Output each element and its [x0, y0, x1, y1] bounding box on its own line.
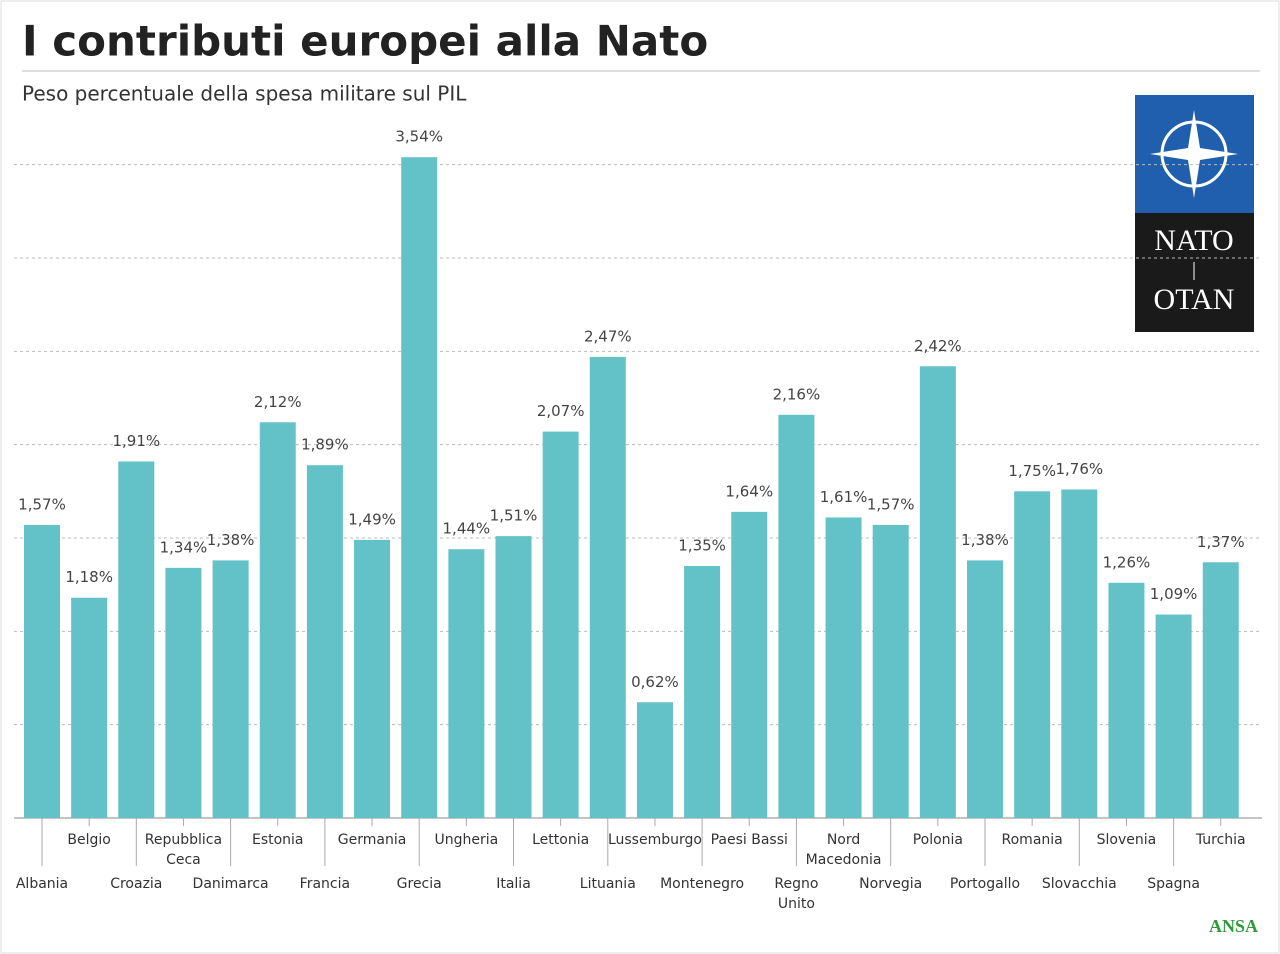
x-tick-label: Slovacchia — [1041, 876, 1117, 892]
x-tick-label: Estonia — [251, 832, 304, 848]
x-tick-label: Nord Macedonia — [805, 832, 882, 868]
bar — [825, 517, 862, 818]
bar — [1202, 562, 1239, 818]
bar — [967, 560, 1003, 818]
value-label: 1,38% — [961, 531, 1009, 549]
bar — [24, 524, 60, 818]
x-tick-label: Polonia — [912, 832, 963, 848]
value-label: 1,51% — [490, 507, 538, 525]
value-label: 1,44% — [443, 520, 491, 538]
value-label: 1,35% — [678, 537, 726, 555]
value-label: 1,09% — [1150, 585, 1198, 603]
value-label: 2,16% — [773, 385, 821, 403]
bar — [212, 560, 249, 818]
value-label: 3,54% — [395, 128, 443, 146]
source: ANSA — [1209, 916, 1258, 936]
x-tick-label: Ungheria — [434, 832, 499, 848]
bar — [872, 524, 909, 818]
bar — [448, 549, 485, 818]
x-tick-label: Montenegro — [660, 876, 745, 892]
value-label: 1,26% — [1103, 553, 1151, 571]
x-tick-label: Danimarca — [192, 876, 269, 892]
value-label: 1,64% — [725, 482, 773, 500]
bar — [731, 511, 768, 818]
bar — [1014, 491, 1051, 818]
bar — [1061, 489, 1098, 818]
x-tick-label: Grecia — [396, 876, 442, 892]
bar — [919, 366, 956, 818]
bar — [778, 414, 815, 818]
x-tick-label: Germania — [337, 832, 407, 848]
value-label: 1,49% — [348, 510, 396, 528]
value-label: 1,89% — [301, 436, 349, 454]
value-label: 1,37% — [1197, 533, 1245, 551]
bar — [684, 566, 721, 818]
value-label: 1,57% — [18, 495, 66, 513]
value-label: 1,76% — [1055, 460, 1103, 478]
bar — [401, 157, 438, 818]
x-tick-label: Romania — [1001, 832, 1063, 848]
x-tick-label: Regno Unito — [774, 876, 819, 912]
value-label: 2,12% — [254, 393, 302, 411]
bar — [71, 597, 108, 818]
bar — [118, 461, 155, 818]
value-label: 2,47% — [584, 327, 632, 345]
bar — [495, 536, 532, 818]
value-label: 1,38% — [207, 531, 255, 549]
x-tick-label: Belgio — [67, 832, 111, 848]
logo-text: NATO — [1154, 224, 1233, 257]
value-label: 1,91% — [112, 432, 160, 450]
value-label: 1,75% — [1008, 462, 1056, 480]
x-tick-label: Turchia — [1195, 832, 1246, 848]
bar — [1155, 614, 1192, 818]
x-tick-label: Norvegia — [859, 876, 923, 892]
x-tick-label: Lussemburgo — [607, 832, 702, 848]
value-label: 1,57% — [867, 495, 915, 513]
bar — [589, 356, 626, 818]
logo-text: OTAN — [1154, 283, 1235, 316]
chart-subtitle: Peso percentuale della spesa militare su… — [22, 82, 467, 106]
bar — [542, 431, 579, 818]
bar — [1108, 582, 1145, 818]
x-tick-label: Repubblica Ceca — [144, 832, 223, 868]
x-tick-label: Croazia — [110, 876, 163, 892]
logo-star — [1150, 110, 1238, 198]
bar — [354, 539, 391, 818]
bar — [259, 422, 296, 818]
value-label: 2,07% — [537, 402, 585, 420]
x-tick-label: Lituania — [579, 876, 636, 892]
bar — [165, 567, 202, 818]
value-label: 1,18% — [65, 568, 113, 586]
value-label: 1,61% — [820, 488, 868, 506]
value-label: 1,34% — [160, 538, 208, 556]
x-tick-label: Lettonia — [532, 832, 590, 848]
chart-title: I contributi europei alla Nato — [22, 17, 708, 66]
value-label: 0,62% — [631, 673, 679, 691]
x-tick-label: Slovenia — [1096, 832, 1157, 848]
bar — [306, 465, 343, 818]
nato-logo: NATO OTAN — [1135, 95, 1254, 332]
x-tick-label: Italia — [496, 876, 531, 892]
x-tick-label: Spagna — [1147, 876, 1200, 892]
x-tick-label: Francia — [299, 876, 351, 892]
x-tick-label: Portogallo — [949, 876, 1021, 892]
x-tick-label: Paesi Bassi — [710, 832, 788, 848]
x-tick-label: Albania — [15, 876, 69, 892]
value-label: 2,42% — [914, 337, 962, 355]
bar — [636, 702, 673, 818]
